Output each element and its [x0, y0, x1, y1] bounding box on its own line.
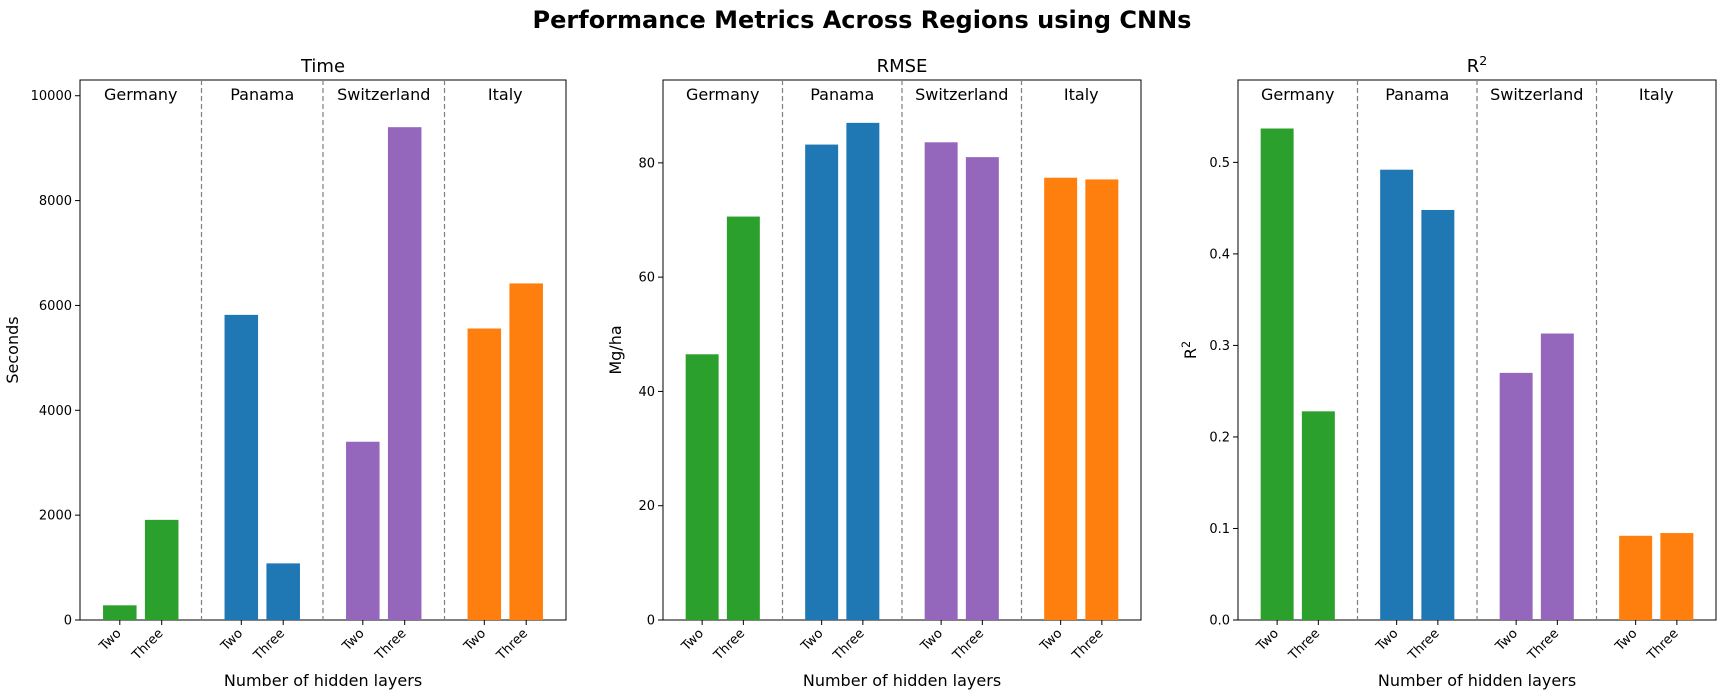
- y-tick-label: 2000: [39, 509, 72, 524]
- figure-title: Performance Metrics Across Regions using…: [533, 6, 1192, 34]
- region-label: Switzerland: [915, 85, 1008, 104]
- bar-switzerland-two: [924, 142, 958, 621]
- y-tick-label: 20: [638, 499, 655, 514]
- y-tick-label: 6000: [39, 299, 72, 314]
- region-label: Panama: [1385, 85, 1449, 104]
- bar-switzerland-two: [346, 441, 380, 620]
- bar-panama-three: [1421, 209, 1455, 620]
- region-label: Switzerland: [337, 85, 430, 104]
- y-axis-label: Seconds: [3, 316, 22, 383]
- bar-italy-two: [1619, 535, 1653, 620]
- bar-italy-three: [1085, 179, 1119, 620]
- x-tick-label: Two: [1373, 626, 1402, 655]
- y-tick-label: 0: [647, 614, 655, 629]
- x-tick-label: Three: [1069, 626, 1107, 664]
- bar-germany-three: [726, 216, 760, 621]
- panel-title: Time: [300, 56, 345, 77]
- panel-title: R2: [1467, 53, 1488, 78]
- x-axis-label: Number of hidden layers: [224, 671, 422, 690]
- x-tick-label: Three: [711, 626, 749, 664]
- bar-panama-two: [805, 144, 839, 621]
- region-label: Germany: [686, 85, 760, 104]
- bar-panama-two: [1380, 169, 1414, 620]
- y-tick-label: 0.5: [1209, 156, 1230, 171]
- bar-germany-three: [144, 519, 179, 620]
- panel-title: RMSE: [877, 56, 928, 77]
- y-axis-label: R2: [1180, 341, 1201, 359]
- x-tick-label: Two: [1492, 626, 1521, 655]
- x-tick-label: Two: [96, 626, 125, 655]
- y-axis-label-superscript: 2: [1180, 341, 1193, 348]
- bar-panama-three: [846, 122, 880, 620]
- y-tick-label: 0.1: [1209, 522, 1230, 537]
- x-tick-label: Two: [339, 626, 368, 655]
- bar-italy-three: [509, 283, 543, 620]
- bar-italy-two: [1044, 177, 1078, 620]
- bar-germany-two: [103, 605, 137, 620]
- panel-title-superscript: 2: [1479, 53, 1487, 68]
- region-label: Panama: [810, 85, 874, 104]
- y-tick-label: 0.3: [1209, 339, 1230, 354]
- x-tick-label: Three: [830, 626, 868, 664]
- x-tick-label: Three: [493, 626, 531, 664]
- y-tick-label: 8000: [39, 194, 72, 209]
- x-axis-label: Number of hidden layers: [803, 671, 1001, 690]
- x-tick-label: Two: [1253, 626, 1282, 655]
- x-tick-label: Two: [678, 626, 707, 655]
- bar-panama-two: [224, 314, 259, 620]
- y-axis-label: Mg/ha: [606, 325, 625, 374]
- y-tick-label: 0.4: [1209, 247, 1230, 262]
- x-tick-label: Two: [917, 626, 946, 655]
- y-tick-label: 40: [638, 385, 655, 400]
- bar-switzerland-three: [1540, 333, 1574, 620]
- region-label: Italy: [488, 85, 523, 104]
- bar-italy-two: [467, 328, 502, 620]
- x-tick-label: Two: [461, 626, 490, 655]
- x-tick-label: Three: [1286, 626, 1324, 664]
- bar-switzerland-two: [1499, 372, 1533, 620]
- y-tick-label: 10000: [31, 89, 72, 104]
- bar-germany-two: [685, 354, 719, 620]
- bar-panama-three: [266, 563, 300, 620]
- region-label: Panama: [230, 85, 294, 104]
- x-tick-label: Three: [1405, 626, 1443, 664]
- y-tick-label: 80: [638, 156, 655, 171]
- x-tick-label: Three: [1525, 626, 1563, 664]
- x-tick-label: Two: [798, 626, 827, 655]
- region-label: Switzerland: [1490, 85, 1583, 104]
- region-label: Germany: [104, 85, 178, 104]
- bar-switzerland-three: [965, 157, 999, 620]
- y-tick-label: 60: [638, 271, 655, 286]
- x-tick-label: Two: [218, 626, 247, 655]
- y-tick-label: 0: [64, 614, 72, 629]
- y-tick-label: 0.2: [1209, 430, 1230, 445]
- x-axis-label: Number of hidden layers: [1378, 671, 1576, 690]
- region-label: Italy: [1064, 85, 1099, 104]
- bar-switzerland-three: [387, 127, 422, 621]
- x-tick-label: Three: [129, 626, 167, 664]
- x-tick-label: Three: [250, 626, 288, 664]
- region-label: Germany: [1261, 85, 1335, 104]
- x-tick-label: Three: [1644, 626, 1682, 664]
- y-tick-label: 0.0: [1209, 614, 1230, 629]
- x-tick-label: Two: [1037, 626, 1066, 655]
- region-label: Italy: [1639, 85, 1674, 104]
- bar-germany-three: [1301, 411, 1335, 620]
- y-tick-label: 4000: [39, 404, 72, 419]
- bar-italy-three: [1660, 533, 1694, 620]
- x-tick-label: Two: [1612, 626, 1641, 655]
- bar-germany-two: [1260, 128, 1294, 620]
- x-tick-label: Three: [372, 626, 410, 664]
- x-tick-label: Three: [950, 626, 988, 664]
